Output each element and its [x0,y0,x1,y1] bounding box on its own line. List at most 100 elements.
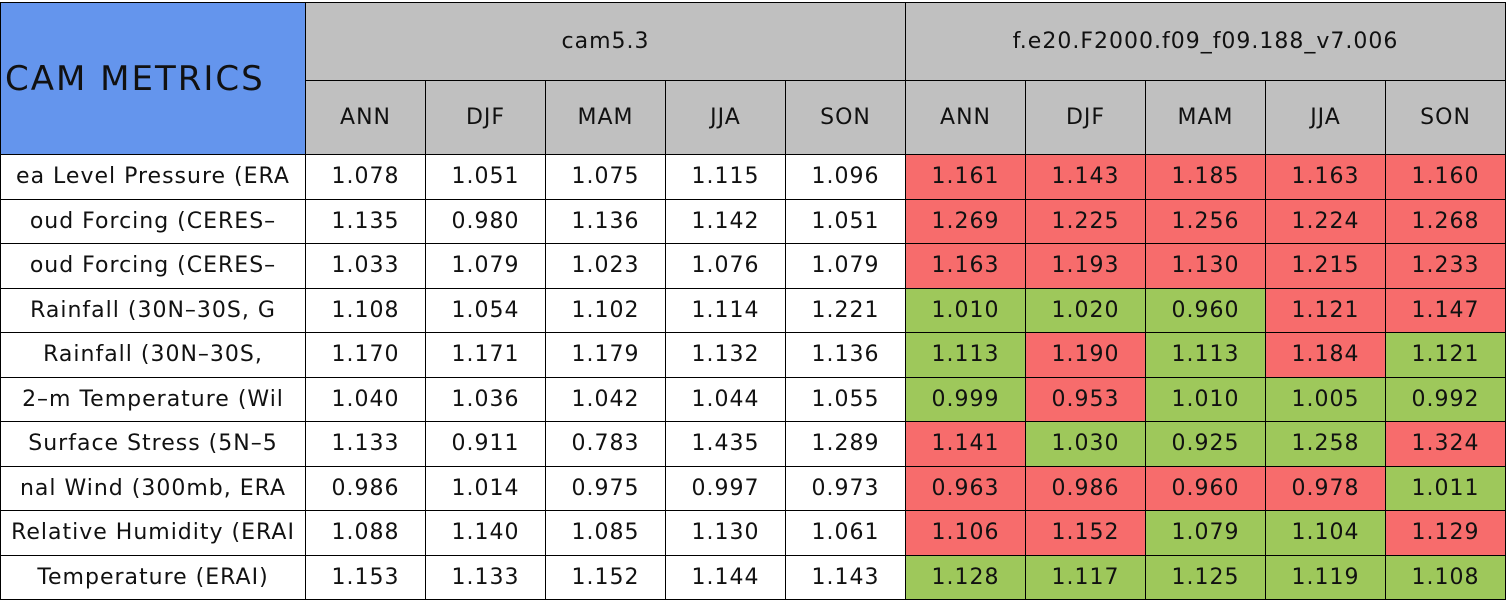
metric-cell: 1.078 [305,154,426,200]
row: CAM METRICS cam5.3 f.e20.F2000.f09_f09.188… [0,2,1507,155]
metric-cell: 1.104 [1265,510,1387,556]
row-label: ea Level Pressure (ERA [0,154,306,200]
metric-cell: 1.108 [305,287,426,333]
metric-cell: 1.190 [1025,332,1147,378]
metric-cell: 1.161 [905,154,1027,200]
metric-cell: 0.997 [665,465,786,511]
metric-cell: 1.128 [905,554,1027,600]
metric-cell: 1.135 [305,198,426,244]
metric-cell: 0.978 [1265,465,1387,511]
metric-cell: 1.061 [784,510,907,556]
metric-cell: 1.102 [545,287,666,333]
metric-cell: 1.269 [905,198,1027,244]
metric-cell: 1.152 [545,554,666,600]
row: oud Forcing (CERES– 1.033 1.079 1.023 1.076 1… [0,243,1507,289]
metric-cell: 1.133 [305,421,426,467]
metric-cell: 1.051 [425,154,546,200]
metric-cell: 1.119 [1265,554,1387,600]
season-header: ANN [305,80,426,155]
metric-cell: 1.147 [1385,287,1507,333]
season-header: MAM [545,80,666,155]
row: ea Level Pressure (ERA 1.078 1.051 1.075 1.1… [0,154,1507,200]
metric-cell: 0.975 [545,465,666,511]
metric-cell: 1.010 [1145,376,1267,422]
metric-cell: 1.435 [665,421,786,467]
group-header: cam5.3 [304,2,907,81]
metric-cell: 1.044 [665,376,786,422]
metric-cell: 1.289 [784,421,907,467]
metric-cell: 1.233 [1385,243,1507,289]
metric-cell: 1.130 [1145,243,1267,289]
metric-cell: 1.040 [305,376,426,422]
metric-cell: 1.042 [545,376,666,422]
metric-cell: 0.925 [1145,421,1267,467]
metric-cell: 1.258 [1265,421,1387,467]
metric-cell: 1.121 [1385,332,1507,378]
metric-cell: 1.170 [305,332,426,378]
metric-cell: 1.152 [1025,510,1147,556]
metric-cell: 1.136 [784,332,907,378]
season-header: DJF [425,80,546,155]
row: Rainfall (30N–30S, G 1.108 1.054 1.102 1.114… [0,287,1507,333]
metric-cell: 1.141 [905,421,1027,467]
metric-cell: 1.179 [545,332,666,378]
season-header: JJA [1265,80,1387,155]
metric-cell: 1.268 [1385,198,1507,244]
metric-cell: 1.076 [665,243,786,289]
metric-cell: 1.010 [905,287,1027,333]
metric-cell: 1.132 [665,332,786,378]
metric-cell: 1.113 [1145,332,1267,378]
group-header: f.e20.F2000.f09_f09.188_v7.006 [905,2,1507,81]
metric-cell: 1.184 [1265,332,1387,378]
metric-cell: 1.136 [545,198,666,244]
metric-cell: 1.125 [1145,554,1267,600]
metric-cell: 1.133 [425,554,546,600]
metric-cell: 0.986 [305,465,426,511]
metric-cell: 1.036 [425,376,546,422]
metric-cell: 0.980 [425,198,546,244]
metric-cell: 1.079 [784,243,907,289]
season-header: DJF [1025,80,1147,155]
metric-cell: 1.055 [784,376,907,422]
row-label: nal Wind (300mb, ERA [0,465,306,511]
metric-cell: 1.324 [1385,421,1507,467]
metric-cell: 1.224 [1265,198,1387,244]
metric-cell: 1.079 [1145,510,1267,556]
metric-cell: 0.992 [1385,376,1507,422]
metric-cell: 1.130 [665,510,786,556]
metric-cell: 1.030 [1025,421,1147,467]
season-header: JJA [665,80,786,155]
metric-cell: 0.999 [905,376,1027,422]
season-header: SON [1385,80,1507,155]
metric-cell: 1.193 [1025,243,1147,289]
metric-cell: 1.221 [784,287,907,333]
metric-cell: 0.960 [1145,287,1267,333]
metric-cell: 1.163 [905,243,1027,289]
metric-cell: 1.129 [1385,510,1507,556]
metric-cell: 1.256 [1145,198,1267,244]
metric-cell: 1.033 [305,243,426,289]
metric-cell: 1.140 [425,510,546,556]
row-label: Surface Stress (5N–5 [0,421,306,467]
metric-cell: 1.088 [305,510,426,556]
metric-cell: 1.085 [545,510,666,556]
metric-cell: 0.953 [1025,376,1147,422]
metric-cell: 1.108 [1385,554,1507,600]
metric-cell: 0.973 [784,465,907,511]
metric-cell: 1.054 [425,287,546,333]
metric-cell: 1.121 [1265,287,1387,333]
row: Rainfall (30N–30S, 1.170 1.171 1.179 1.132 1.… [0,332,1507,378]
season-header: MAM [1145,80,1267,155]
title-cell: CAM METRICS [0,2,306,155]
row-label: Relative Humidity (ERAI [0,510,306,556]
row: oud Forcing (CERES– 1.135 0.980 1.136 1.142 1… [0,198,1507,244]
season-header: ANN [905,80,1027,155]
metric-cell: 1.144 [665,554,786,600]
metric-cell: 1.160 [1385,154,1507,200]
metric-cell: 1.115 [665,154,786,200]
row: Temperature (ERAI) 1.153 1.133 1.152 1.144 1.… [0,554,1507,600]
metric-cell: 1.106 [905,510,1027,556]
row: 2–m Temperature (Wil 1.040 1.036 1.042 1.044… [0,376,1507,422]
row-label: oud Forcing (CERES– [0,198,306,244]
row: nal Wind (300mb, ERA 0.986 1.014 0.975 0.997… [0,465,1507,511]
